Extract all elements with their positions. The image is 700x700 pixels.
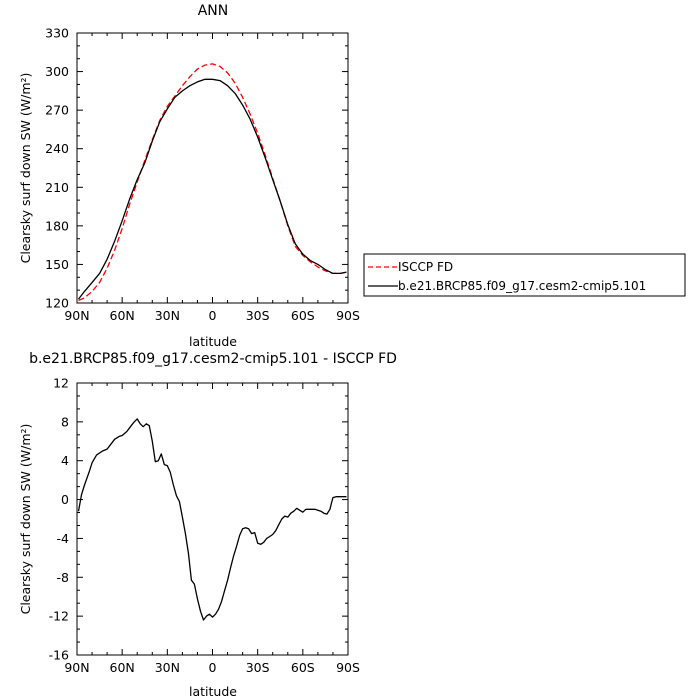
x-tick-label: 60N xyxy=(110,308,135,323)
bottom-chart-y-axis: -16 -12 -8 -4 0 4 8 12 xyxy=(49,376,348,663)
top-chart: ANN Clearsky surf down SW (W/m²) latitud… xyxy=(18,3,360,349)
legend-label-model: b.e21.BRCP85.f09_g17.cesm2-cmip5.101 xyxy=(398,279,646,293)
x-tick-label: 0 xyxy=(209,308,217,323)
legend-box xyxy=(363,253,686,297)
legend-label-isccp: ISCCP FD xyxy=(398,260,453,274)
x-tick-label: 90N xyxy=(64,308,89,323)
top-chart-xlabel: latitude xyxy=(189,334,237,349)
top-chart-y-axis: 120 150 180 210 240 270 300 330 xyxy=(45,26,348,311)
bottom-chart-x-axis: 90N 60N 30N 0 30S 60S 90S xyxy=(64,383,360,675)
y-tick-label: 150 xyxy=(45,257,69,272)
y-tick-label: 120 xyxy=(45,296,69,311)
x-tick-label: 30S xyxy=(246,660,270,675)
y-tick-label: 4 xyxy=(61,453,69,468)
top-chart-title: ANN xyxy=(198,3,229,19)
x-tick-label: 90N xyxy=(64,660,89,675)
y-tick-label: 12 xyxy=(53,376,69,391)
series-line-1 xyxy=(77,418,347,621)
x-tick-label: 0 xyxy=(209,660,217,675)
series-line-2 xyxy=(77,78,347,300)
top-chart-series xyxy=(77,63,347,301)
top-chart-frame xyxy=(76,32,349,304)
series-line-1 xyxy=(78,63,347,301)
y-tick-label: 210 xyxy=(45,180,69,195)
y-tick-label: 270 xyxy=(45,103,69,118)
y-tick-label: -8 xyxy=(57,570,70,585)
x-tick-label: 30N xyxy=(155,308,180,323)
bottom-chart-frame xyxy=(76,382,349,656)
bottom-chart-title: b.e21.BRCP85.f09_g17.cesm2-cmip5.101 - I… xyxy=(29,351,397,367)
x-tick-label: 90S xyxy=(336,660,360,675)
bottom-chart-series xyxy=(77,418,347,621)
x-tick-label: 90S xyxy=(336,308,360,323)
x-tick-label: 60S xyxy=(291,308,315,323)
x-tick-label: 60S xyxy=(291,660,315,675)
y-tick-label: 0 xyxy=(61,492,69,507)
y-tick-label: 180 xyxy=(45,218,69,233)
top-chart-ylabel: Clearsky surf down SW (W/m²) xyxy=(18,73,33,264)
y-tick-label: 240 xyxy=(45,141,69,156)
bottom-chart-ylabel: Clearsky surf down SW (W/m²) xyxy=(18,424,33,615)
x-tick-label: 30N xyxy=(155,660,180,675)
y-tick-label: -16 xyxy=(49,648,69,663)
legend: ISCCP FD b.e21.BRCP85.f09_g17.cesm2-cmip… xyxy=(363,253,686,297)
x-tick-label: 30S xyxy=(246,308,270,323)
bottom-chart: b.e21.BRCP85.f09_g17.cesm2-cmip5.101 - I… xyxy=(18,351,397,699)
x-tick-label: 60N xyxy=(110,660,135,675)
y-tick-label: 330 xyxy=(45,26,69,41)
y-tick-label: -12 xyxy=(49,609,69,624)
y-tick-label: 8 xyxy=(61,414,69,429)
y-tick-label: -4 xyxy=(57,531,70,546)
bottom-chart-xlabel: latitude xyxy=(189,684,237,699)
top-chart-x-axis: 90N 60N 30N 0 30S 60S 90S xyxy=(64,33,360,323)
y-tick-label: 300 xyxy=(45,64,69,79)
